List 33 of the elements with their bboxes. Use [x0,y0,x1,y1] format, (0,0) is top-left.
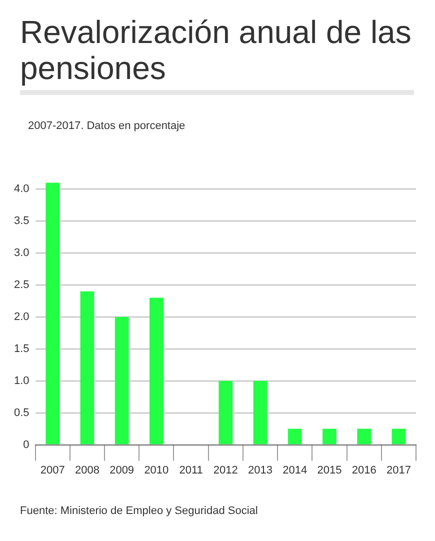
y-tick-label: 0.5 [14,406,30,419]
x-tick-label: 2009 [110,464,134,476]
source-note: Fuente: Ministerio de Empleo y Seguridad Social [20,505,258,517]
x-tick-label: 2012 [213,464,238,476]
x-tick-label: 2011 [179,464,203,476]
y-tick-label: 1.5 [14,342,30,355]
bar [114,316,129,444]
bar [288,428,302,444]
x-tick-label: 2010 [144,464,169,476]
y-tick-label: 3.5 [14,215,30,227]
chart-title: Revalorización anual de las pensiones [20,14,412,86]
x-tick-label: 2008 [74,464,100,476]
bar [150,298,164,444]
bar [218,380,233,444]
x-tick-label: 2007 [40,464,65,476]
y-tick-label: 2.0 [14,310,30,323]
x-tick-label: 2017 [386,464,411,476]
x-tick-label: 2013 [248,464,272,476]
x-tick-label: 2016 [352,464,376,476]
y-tick-label: 0 [23,438,30,451]
y-tick-label: 1.0 [14,374,30,387]
chart-subtitle: 2007-2017. Datos en porcentaje [28,120,186,132]
y-tick-label: 3.0 [14,246,30,259]
bar [357,428,372,444]
bar [46,182,60,444]
x-tick-label: 2014 [282,464,308,476]
y-tick-label: 4.0 [14,183,30,196]
bar [80,291,94,444]
x-tick-label: 2015 [317,464,342,476]
bar [253,380,268,444]
bar [322,428,336,444]
y-tick-label: 2.5 [14,278,30,291]
bar [392,428,406,444]
